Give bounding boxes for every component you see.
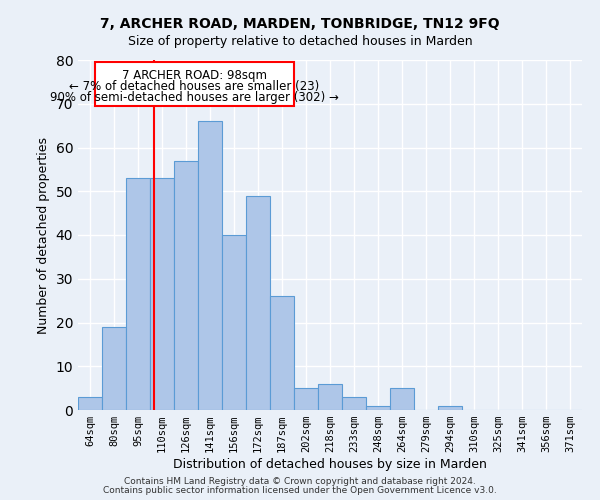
- Bar: [174, 160, 198, 410]
- Bar: [222, 235, 246, 410]
- Bar: [102, 327, 126, 410]
- Text: 7 ARCHER ROAD: 98sqm: 7 ARCHER ROAD: 98sqm: [122, 69, 267, 82]
- Bar: [294, 388, 318, 410]
- Bar: [78, 397, 102, 410]
- Bar: [342, 397, 366, 410]
- Text: Contains public sector information licensed under the Open Government Licence v3: Contains public sector information licen…: [103, 486, 497, 495]
- Bar: [438, 406, 462, 410]
- Y-axis label: Number of detached properties: Number of detached properties: [37, 136, 50, 334]
- X-axis label: Distribution of detached houses by size in Marden: Distribution of detached houses by size …: [173, 458, 487, 471]
- Bar: [246, 196, 270, 410]
- Bar: [126, 178, 150, 410]
- Text: 90% of semi-detached houses are larger (302) →: 90% of semi-detached houses are larger (…: [50, 90, 339, 104]
- Bar: [366, 406, 390, 410]
- Bar: [198, 122, 222, 410]
- Text: Size of property relative to detached houses in Marden: Size of property relative to detached ho…: [128, 35, 472, 48]
- Bar: [270, 296, 294, 410]
- Text: ← 7% of detached houses are smaller (23): ← 7% of detached houses are smaller (23): [69, 80, 320, 92]
- Bar: [390, 388, 414, 410]
- Bar: [318, 384, 342, 410]
- Text: Contains HM Land Registry data © Crown copyright and database right 2024.: Contains HM Land Registry data © Crown c…: [124, 477, 476, 486]
- FancyBboxPatch shape: [95, 62, 294, 106]
- Bar: [150, 178, 174, 410]
- Text: 7, ARCHER ROAD, MARDEN, TONBRIDGE, TN12 9FQ: 7, ARCHER ROAD, MARDEN, TONBRIDGE, TN12 …: [100, 18, 500, 32]
